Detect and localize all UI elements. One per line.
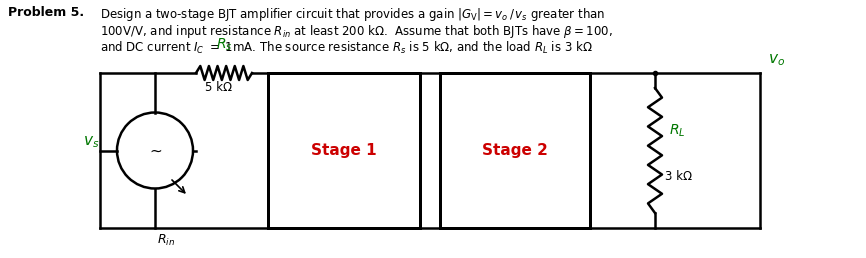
Text: $v_s$: $v_s$ — [82, 135, 99, 150]
Bar — [268, 73, 420, 228]
Text: Problem 5.: Problem 5. — [8, 6, 84, 19]
Text: Design a two-stage BJT amplifier circuit that provides a gain $|G_\mathrm{V}| = : Design a two-stage BJT amplifier circuit… — [100, 6, 605, 23]
Text: $R_L$: $R_L$ — [669, 122, 686, 139]
Text: and DC current $I_C\ =$ 1mA. The source resistance $R_s$ is 5 k$\Omega$, and the: and DC current $I_C\ =$ 1mA. The source … — [100, 40, 592, 56]
Bar — [440, 73, 590, 228]
Text: 3 kΩ: 3 kΩ — [665, 171, 692, 183]
Text: Stage 2: Stage 2 — [482, 143, 548, 158]
Text: 5 kΩ: 5 kΩ — [205, 81, 233, 94]
Text: $v_o$: $v_o$ — [768, 52, 785, 68]
Text: Stage 1: Stage 1 — [311, 143, 377, 158]
Text: 100V/V, and input resistance $R_{in}$ at least 200 k$\Omega$.  Assume that both : 100V/V, and input resistance $R_{in}$ at… — [100, 23, 613, 40]
Text: $\sim$: $\sim$ — [147, 143, 163, 158]
Text: $R_s$: $R_s$ — [216, 37, 232, 53]
Text: $R_{in}$: $R_{in}$ — [157, 233, 175, 248]
